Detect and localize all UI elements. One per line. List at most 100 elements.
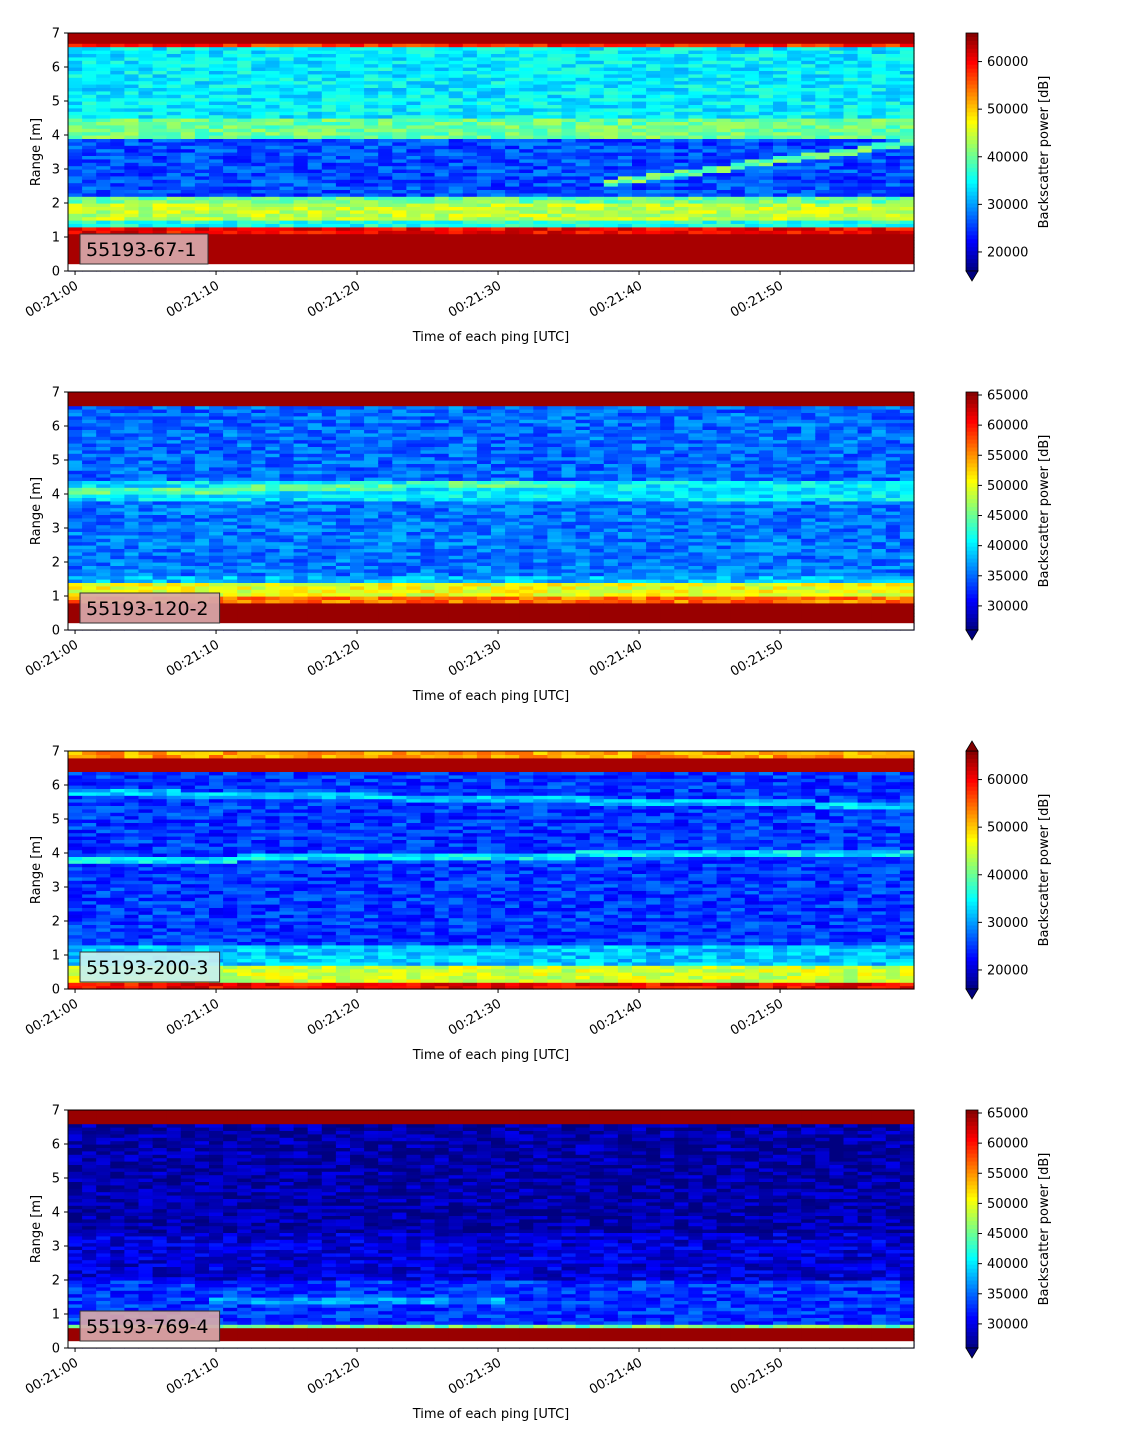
heatmap-cell <box>406 97 422 102</box>
heatmap-cell <box>82 460 97 464</box>
heatmap-cell <box>110 90 125 95</box>
heatmap-cell <box>321 124 337 129</box>
heatmap-cell <box>68 538 83 543</box>
heatmap-cell <box>561 260 577 265</box>
heatmap-cell <box>378 216 393 221</box>
heatmap-cell <box>829 67 845 71</box>
heatmap-cell <box>82 67 97 71</box>
heatmap-cell <box>730 257 746 262</box>
heatmap-cell <box>547 107 563 112</box>
heatmap-cell <box>646 199 661 204</box>
heatmap-cell <box>180 572 196 577</box>
heatmap-cell <box>561 203 577 207</box>
heatmap-cell <box>575 104 591 109</box>
heatmap-cell <box>152 562 168 566</box>
heatmap-cell <box>82 575 97 580</box>
heatmap-cell <box>787 223 802 228</box>
heatmap-cell <box>68 453 83 458</box>
heatmap-cell <box>279 111 295 116</box>
heatmap-cell <box>476 131 492 136</box>
heatmap-cell <box>547 135 563 139</box>
heatmap-cell <box>152 555 168 560</box>
heatmap-cell <box>758 111 774 116</box>
heatmap-cell <box>96 155 111 160</box>
heatmap-cell <box>209 162 224 167</box>
heatmap-cell <box>223 175 238 180</box>
heatmap-cell <box>603 189 619 194</box>
heatmap-cell <box>801 118 816 122</box>
heatmap-cell <box>265 141 281 146</box>
heatmap-cell <box>758 152 774 156</box>
heatmap-cell <box>124 541 140 546</box>
heatmap-cell <box>491 247 506 252</box>
heatmap-cell <box>223 87 238 92</box>
heatmap-cell <box>194 135 210 139</box>
heatmap-cell <box>603 97 619 102</box>
heatmap-cell <box>857 196 873 201</box>
heatmap-cell <box>350 107 365 112</box>
heatmap-cell <box>166 439 182 444</box>
heatmap-cell <box>335 203 351 207</box>
heatmap-cell <box>758 107 774 112</box>
heatmap-cell <box>617 240 633 245</box>
heatmap-cell <box>519 192 534 197</box>
heatmap-cell <box>547 203 563 207</box>
heatmap-cell <box>758 250 774 255</box>
heatmap-cell <box>194 548 210 553</box>
heatmap-cell <box>885 53 901 58</box>
heatmap-cell <box>716 70 732 75</box>
heatmap-cell <box>491 39 506 44</box>
heatmap-cell <box>180 582 196 587</box>
heatmap-cell <box>307 233 323 238</box>
heatmap-cell <box>885 186 901 190</box>
heatmap-cell <box>730 63 746 68</box>
heatmap-cell <box>632 77 647 82</box>
heatmap-cell <box>110 152 125 156</box>
heatmap-cell <box>688 141 704 146</box>
heatmap-cell <box>674 77 689 82</box>
heatmap-cell <box>194 67 210 71</box>
heatmap-cell <box>138 432 154 437</box>
heatmap-cell <box>364 233 379 238</box>
heatmap-cell <box>674 152 689 156</box>
heatmap-cell <box>702 165 718 170</box>
heatmap-cell <box>378 84 393 88</box>
heatmap-cell <box>730 77 746 82</box>
colorbar-step <box>966 64 978 70</box>
heatmap-cell <box>491 254 506 258</box>
heatmap-cell <box>801 189 816 194</box>
heatmap-cell <box>491 50 506 54</box>
heatmap-cell <box>730 220 746 224</box>
heatmap-cell <box>730 43 746 48</box>
heatmap-cell <box>180 155 196 160</box>
heatmap-cell <box>110 199 125 204</box>
heatmap-cell <box>434 179 450 184</box>
heatmap-cell <box>110 77 125 82</box>
heatmap-cell <box>279 33 295 37</box>
heatmap-cell <box>406 155 422 160</box>
heatmap-cell <box>68 616 83 621</box>
heatmap-cell <box>335 43 351 48</box>
heatmap-cell <box>279 97 295 102</box>
heatmap-cell <box>617 152 633 156</box>
heatmap-cell <box>674 158 689 163</box>
heatmap-cell <box>857 43 873 48</box>
heatmap-cell <box>801 240 816 245</box>
heatmap-cell <box>603 145 619 150</box>
heatmap-cell <box>335 230 351 235</box>
heatmap-cell <box>293 158 309 163</box>
heatmap-cell <box>251 250 266 255</box>
colorbar-step <box>966 140 978 145</box>
heatmap-cell <box>110 101 125 105</box>
heatmap-cell <box>716 237 732 241</box>
heatmap-cell <box>68 145 83 150</box>
heatmap-cell <box>307 230 323 235</box>
heatmap-cell <box>378 199 393 204</box>
heatmap-cell <box>152 104 168 109</box>
heatmap-cell <box>321 141 337 146</box>
heatmap-cell <box>448 84 464 88</box>
heatmap-cell <box>519 104 534 109</box>
heatmap-cell <box>307 60 323 65</box>
heatmap-cell <box>223 101 238 105</box>
heatmap-cell <box>194 443 210 447</box>
